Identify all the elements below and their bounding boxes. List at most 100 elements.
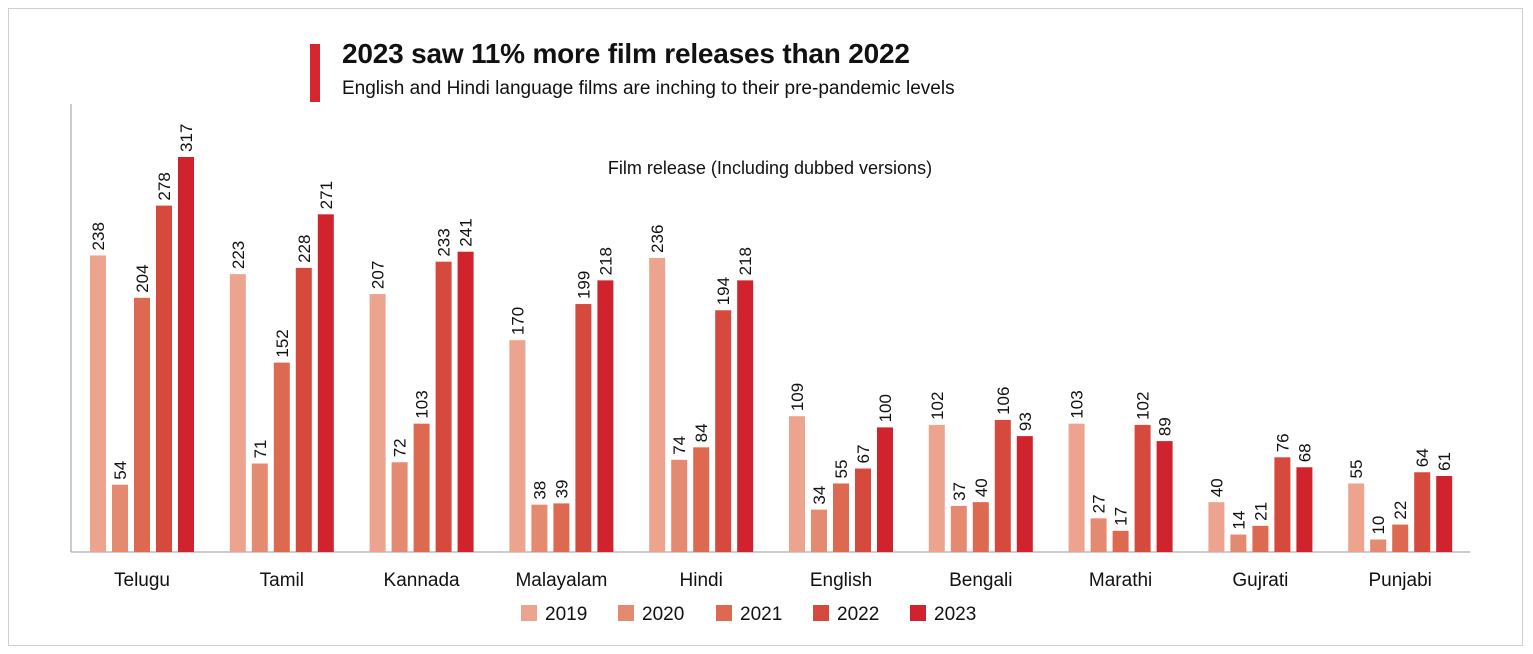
bar-gujrati-2023 [1296,467,1313,552]
category-label: Punjabi [1369,570,1432,591]
data-label-malayalam-2023: 218 [596,247,615,275]
bar-marathi-2023 [1156,441,1173,552]
legend-label-2023: 2023 [934,604,976,625]
legend-label-2021: 2021 [740,604,782,625]
data-label-english-2019: 109 [788,383,807,411]
data-label-bengali-2021: 40 [972,478,991,497]
legend-swatch-2021 [716,605,732,621]
bar-english-2021 [833,483,849,552]
data-label-tamil-2023: 271 [317,181,336,209]
category-label: Malayalam [515,570,607,591]
bar-punjabi-2020 [1370,539,1387,552]
data-label-punjabi-2021: 22 [1391,501,1410,520]
legend-swatch-2023 [910,605,926,621]
bar-malayalam-2020 [531,504,548,552]
chart-inner-subtitle: Film release (Including dubbed versions) [608,158,932,178]
bar-kannada-2020 [391,462,408,552]
data-label-telugu-2023: 317 [177,124,196,152]
data-label-bengali-2019: 102 [928,392,947,420]
data-label-marathi-2021: 17 [1112,507,1131,526]
data-label-hindi-2019: 236 [648,225,667,253]
data-label-bengali-2020: 37 [950,482,969,501]
data-label-kannada-2021: 103 [413,390,432,418]
bar-telugu-2023 [178,157,194,552]
bar-marathi-2022 [1134,424,1151,552]
data-label-telugu-2021: 204 [133,264,152,292]
bar-marathi-2019 [1068,423,1085,552]
data-label-hindi-2021: 84 [692,423,711,442]
data-label-malayalam-2019: 170 [508,307,527,335]
chart-title: 2023 saw 11% more film releases than 202… [342,38,910,69]
legend-label-2022: 2022 [837,604,879,625]
data-label-tamil-2019: 223 [229,241,248,269]
bar-kannada-2021 [413,423,430,552]
bar-gujrati-2022 [1274,457,1291,552]
data-label-bengali-2023: 93 [1016,412,1035,431]
chart-subtitle-text: English and Hindi language films are inc… [342,78,955,99]
data-label-english-2020: 34 [810,486,829,505]
bar-tamil-2023 [317,214,334,553]
data-label-malayalam-2021: 39 [552,479,571,498]
data-label-marathi-2023: 89 [1156,417,1175,436]
data-label-telugu-2022: 278 [155,172,174,200]
bar-punjabi-2023 [1436,475,1453,552]
bar-malayalam-2023 [597,280,614,552]
bar-english-2020 [811,509,827,552]
title-accent-bar [310,44,320,102]
bar-punjabi-2022 [1414,472,1431,552]
bar-gujrati-2021 [1252,525,1269,552]
data-label-english-2022: 67 [854,445,873,464]
bar-hindi-2023 [737,280,754,552]
data-label-punjabi-2023: 61 [1435,452,1454,471]
bar-tamil-2020 [251,463,268,552]
bar-tamil-2019 [229,274,246,552]
legend-label-2019: 2019 [545,604,587,625]
bar-gujrati-2019 [1208,502,1225,552]
bar-bengali-2019 [928,424,945,552]
category-label: Marathi [1089,570,1152,591]
category-label: Gujrati [1232,570,1288,591]
category-label: Bengali [949,570,1012,591]
data-label-marathi-2020: 27 [1090,494,1109,513]
bar-bengali-2020 [950,505,967,552]
category-label: Hindi [680,570,723,591]
data-label-gujrati-2021: 21 [1251,502,1270,521]
data-label-telugu-2019: 238 [89,222,108,250]
bar-kannada-2022 [435,261,452,552]
data-label-bengali-2022: 106 [994,387,1013,415]
data-label-telugu-2020: 54 [111,461,130,480]
data-label-malayalam-2022: 199 [574,271,593,299]
data-label-kannada-2022: 233 [435,228,454,256]
bar-tamil-2021 [273,362,290,552]
data-label-gujrati-2023: 68 [1295,443,1314,462]
data-label-english-2021: 55 [832,460,851,479]
category-label: Telugu [114,570,170,591]
data-label-marathi-2022: 102 [1134,392,1153,420]
bar-hindi-2020 [671,459,688,552]
bar-hindi-2019 [649,257,666,552]
bar-hindi-2022 [715,310,732,552]
bar-bengali-2022 [994,419,1011,552]
data-label-punjabi-2019: 55 [1347,460,1366,479]
data-label-kannada-2019: 207 [369,261,388,289]
data-label-tamil-2020: 71 [251,440,270,459]
category-label: Tamil [260,570,304,591]
legend-swatch-2019 [521,605,537,621]
legend-swatch-2022 [813,605,829,621]
data-label-tamil-2021: 152 [273,329,292,357]
bar-punjabi-2019 [1348,483,1365,552]
legend-label-2020: 2020 [642,604,684,625]
data-label-gujrati-2020: 14 [1229,511,1248,530]
bar-malayalam-2019 [509,340,526,552]
data-label-english-2023: 100 [876,394,895,422]
data-label-kannada-2023: 241 [457,218,476,246]
bar-telugu-2019 [90,255,106,553]
bar-kannada-2019 [369,294,386,552]
bar-kannada-2023 [457,251,474,552]
data-label-tamil-2022: 228 [295,235,314,263]
data-label-marathi-2019: 103 [1068,390,1087,418]
bar-marathi-2020 [1090,518,1107,552]
bar-gujrati-2020 [1230,534,1247,552]
data-label-malayalam-2020: 38 [530,481,549,500]
